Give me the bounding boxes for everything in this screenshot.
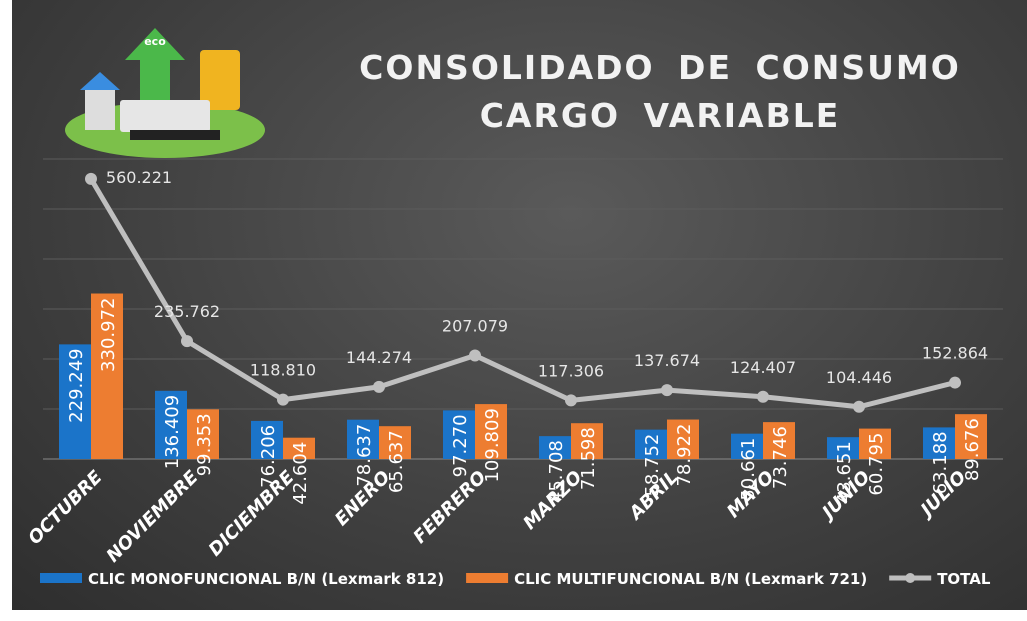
bar	[731, 433, 763, 459]
x-tick-label: FEBRERO	[409, 467, 490, 548]
data-label: 89.676	[962, 418, 983, 481]
data-label: 104.446	[826, 368, 892, 387]
line-point	[661, 384, 673, 397]
data-label: 124.407	[730, 358, 796, 377]
bar	[379, 426, 411, 459]
line-point	[373, 380, 385, 393]
data-label: 136.409	[162, 395, 183, 469]
data-label: 71.598	[578, 427, 599, 490]
legend-label: CLIC MULTIFUNCIONAL B/N (Lexmark 721)	[514, 570, 867, 588]
data-label: 78.922	[674, 424, 695, 487]
data-label: 117.306	[538, 361, 604, 380]
bar	[763, 422, 795, 459]
data-label: 560.221	[106, 168, 172, 187]
data-label: 118.810	[250, 361, 316, 380]
data-label: 58.752	[642, 434, 663, 497]
data-label: 144.274	[346, 348, 412, 367]
x-tick-label: NOVIEMBRE	[103, 466, 204, 567]
data-label: 97.270	[450, 414, 471, 477]
svg-text:eco: eco	[144, 35, 166, 48]
data-label: 42.604	[290, 442, 311, 505]
x-tick-label: OCTUBRE	[24, 466, 107, 549]
data-label: 50.661	[738, 438, 759, 501]
line-point	[565, 394, 577, 407]
legend-swatch	[40, 573, 82, 583]
bar	[955, 414, 987, 459]
logo: eco	[65, 28, 265, 158]
bar	[59, 344, 91, 459]
legend-swatch	[905, 573, 916, 583]
data-label: 109.809	[482, 408, 503, 482]
chart-title: CONSOLIDADO DE CONSUMO CARGO VARIABLE	[359, 48, 961, 135]
data-label: 99.353	[194, 413, 215, 476]
x-tick-label: DICIEMBRE	[205, 466, 299, 560]
legend-label: CLIC MONOFUNCIONAL B/N (Lexmark 812)	[88, 570, 444, 588]
bar	[667, 419, 699, 459]
bar	[91, 293, 123, 459]
data-label: 45.708	[546, 440, 567, 503]
data-label: 229.249	[66, 348, 87, 422]
bar	[827, 437, 859, 459]
bar	[571, 423, 603, 459]
data-label: 235.762	[154, 302, 220, 321]
data-label: 76.206	[258, 425, 279, 488]
data-label: 60.795	[866, 433, 887, 496]
line-point	[757, 390, 769, 403]
bar	[187, 409, 219, 459]
line	[88, 177, 956, 410]
line-point	[469, 349, 481, 362]
bar	[251, 420, 283, 459]
data-label: 152.864	[922, 344, 988, 363]
line-point	[853, 400, 865, 413]
bar	[155, 390, 187, 459]
data-label: 207.079	[442, 316, 508, 335]
bar	[443, 410, 475, 459]
data-label: 137.674	[634, 351, 700, 370]
bar	[475, 404, 507, 459]
legend-label: TOTAL	[937, 570, 991, 588]
data-label: 65.637	[386, 430, 407, 493]
bar	[283, 437, 315, 459]
line-point	[181, 335, 193, 348]
line-point	[949, 376, 961, 389]
legend-swatch	[466, 573, 509, 583]
line-point	[277, 393, 289, 406]
bar	[859, 428, 891, 459]
line-point	[85, 172, 97, 185]
data-label: 63.188	[930, 431, 951, 494]
bar	[635, 429, 667, 459]
bar	[539, 436, 571, 459]
data-label: 43.651	[834, 441, 855, 504]
bar	[347, 419, 379, 459]
data-label: 73.746	[770, 426, 791, 489]
bar	[923, 427, 955, 459]
data-label: 330.972	[98, 298, 119, 372]
data-label: 78.637	[354, 424, 375, 487]
